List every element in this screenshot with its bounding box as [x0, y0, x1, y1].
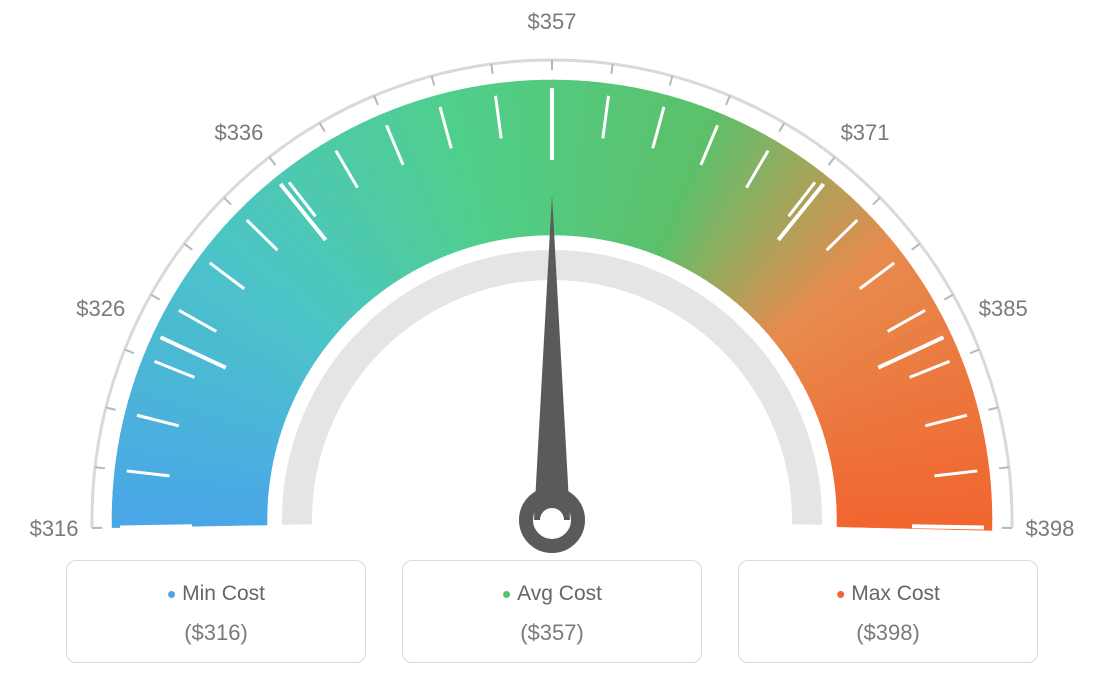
legend-card-max: • Max Cost ($398) [738, 560, 1038, 663]
gauge-svg [0, 0, 1104, 560]
gauge-tick-label: $398 [1025, 516, 1074, 542]
legend-avg-label: Avg Cost [517, 582, 602, 605]
legend-card-avg: • Avg Cost ($357) [402, 560, 702, 663]
legend-max-label: Max Cost [851, 582, 940, 605]
legend-max-value: ($398) [749, 620, 1027, 646]
dot-icon: • [502, 579, 511, 609]
cost-gauge: $316 $326 $336 $357 $371 $385 $398 [0, 0, 1104, 560]
legend-row: • Min Cost ($316) • Avg Cost ($357) • Max C… [0, 560, 1104, 683]
dot-icon: • [167, 579, 176, 609]
gauge-tick-label: $385 [979, 296, 1028, 322]
gauge-tick-label: $316 [30, 516, 79, 542]
legend-min-label: Min Cost [182, 582, 265, 605]
dot-icon: • [836, 579, 845, 609]
gauge-tick-label: $357 [528, 9, 577, 35]
gauge-tick-label: $371 [841, 120, 890, 146]
gauge-tick-label: $326 [76, 296, 125, 322]
legend-avg-value: ($357) [413, 620, 691, 646]
legend-max-title: • Max Cost [749, 579, 1027, 610]
legend-avg-title: • Avg Cost [413, 579, 691, 610]
legend-min-value: ($316) [77, 620, 355, 646]
legend-card-min: • Min Cost ($316) [66, 560, 366, 663]
legend-min-title: • Min Cost [77, 579, 355, 610]
gauge-tick-label: $336 [214, 120, 263, 146]
